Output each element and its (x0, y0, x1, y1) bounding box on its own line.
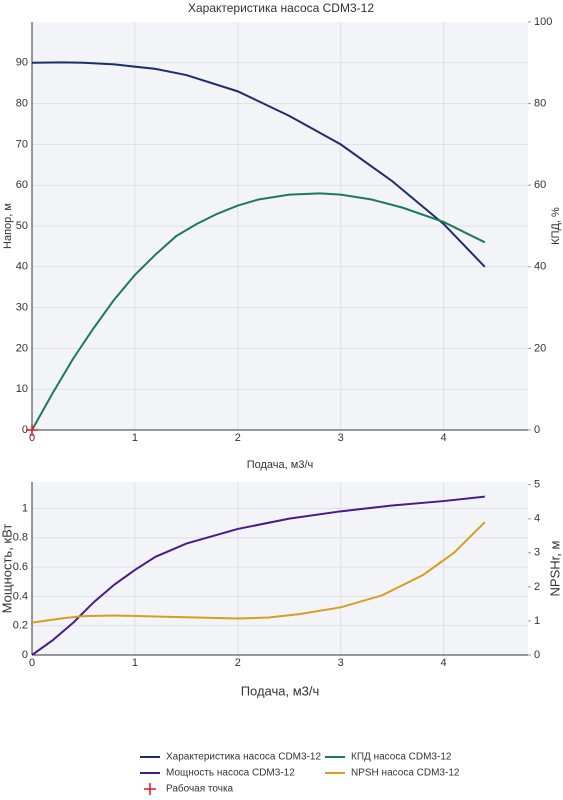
legend-label: Мощность насоса CDM3-12 (166, 768, 295, 779)
working-point (26, 424, 38, 436)
x-axis-label: Подача, м3/ч (247, 459, 314, 471)
series-line (31, 495, 485, 656)
legend-symbol (144, 783, 156, 795)
y2-tick-label: 100 (534, 16, 552, 28)
y2-tick-label: 80 (534, 98, 546, 110)
y-tick-label: 60 (16, 179, 28, 191)
y-tick-label: 80 (16, 98, 28, 110)
x-tick-label: 3 (338, 432, 344, 444)
y2-tick-label: 5 (534, 479, 540, 491)
x-tick-label: 3 (338, 657, 344, 669)
legend-label: Характеристика насоса CDM3-12 (166, 752, 321, 763)
y-tick-label: 0.4 (13, 590, 28, 602)
y-tick-label: 0 (22, 424, 28, 436)
x-tick-label: 2 (235, 432, 241, 444)
series-line (31, 192, 486, 431)
chart-title: Характеристика насоса CDM3-12 (188, 1, 374, 15)
y-axis-label: Мощность, кВт (0, 524, 14, 614)
y2-tick-label: 2 (534, 581, 540, 593)
y-tick-label: 40 (16, 261, 28, 273)
y2-tick-label: 0 (534, 424, 540, 436)
y-axis-label: Напор, м (2, 203, 14, 249)
legend-label: Рабочая точка (166, 783, 234, 795)
y2-tick-label: 3 (534, 547, 540, 559)
y-tick-label: 50 (16, 220, 28, 232)
y2-tick-label: 40 (534, 261, 546, 273)
y2-tick-label: 4 (534, 513, 540, 525)
y2-tick-label: 1 (534, 615, 540, 627)
y-tick-label: 0.8 (13, 532, 28, 544)
y-tick-label: 0.2 (13, 620, 28, 632)
x-tick-label: 0 (29, 657, 35, 669)
y-tick-label: 30 (16, 302, 28, 314)
x-tick-label: 1 (132, 432, 138, 444)
y2-tick-label: 20 (534, 342, 546, 354)
legend-label: NPSH насоса CDM3-12 (351, 768, 460, 779)
x-tick-label: 0 (29, 432, 35, 444)
y2-tick-label: 0 (534, 649, 540, 661)
y-tick-label: 0.6 (13, 561, 28, 573)
legend-label: КПД насоса CDM3-12 (351, 752, 452, 763)
x-tick-label: 4 (441, 432, 447, 444)
y-tick-label: 10 (16, 383, 28, 395)
y-tick-label: 70 (16, 138, 28, 150)
series-line (31, 61, 486, 268)
x-tick-label: 1 (132, 657, 138, 669)
x-axis-label: Подача, м3/ч (241, 683, 320, 698)
series-line (31, 521, 486, 624)
y-tick-label: 1 (22, 502, 28, 514)
y-tick-label: 0 (22, 649, 28, 661)
y2-axis-label: КПД, % (550, 207, 562, 245)
y-tick-label: 90 (16, 57, 28, 69)
x-tick-label: 2 (235, 657, 241, 669)
x-tick-label: 4 (441, 657, 447, 669)
y-tick-label: 20 (16, 342, 28, 354)
y2-axis-label: NPSHr, м (547, 540, 562, 596)
y2-tick-label: 60 (534, 179, 546, 191)
